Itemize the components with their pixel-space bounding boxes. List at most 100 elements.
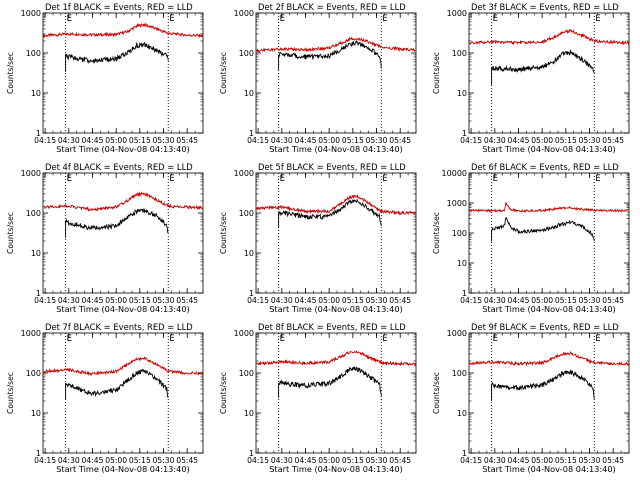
x-tick-label: 04:45 [82, 456, 104, 465]
series-line-events [65, 41, 169, 72]
y-axis-label: Counts/sec [6, 372, 15, 414]
x-tick-label: 04:15 [247, 136, 269, 145]
panel-det-1: Det 1f BLACK = Events, RED = LLD 1 10 100 10… [6, 2, 204, 154]
x-tick-label: 04:45 [295, 136, 317, 145]
y-tick-label: 10 [31, 249, 41, 258]
y-tick-label: 100 [26, 369, 41, 378]
x-tick-label: 05:30 [153, 296, 175, 305]
x-tick-label: 05:15 [342, 456, 364, 465]
y-tick-label: 1 [462, 449, 467, 458]
x-tick-label: 05:30 [366, 296, 388, 305]
e-marker: E [169, 174, 174, 184]
y-tick-label: 1000 [234, 329, 254, 338]
panel-title: Det 8f BLACK = Events, RED = LLD [258, 322, 406, 332]
x-tick-label: 05:45 [176, 456, 198, 465]
x-tick-label: 04:45 [295, 456, 317, 465]
x-tick-label: 05:45 [176, 136, 198, 145]
x-tick-label: 05:00 [531, 136, 553, 145]
panel-det-5: Det 5f BLACK = Events, RED = LLD 1 10 100 10… [219, 162, 417, 314]
x-tick-label: 04:30 [58, 296, 80, 305]
y-tick-label: 100 [26, 49, 41, 58]
y-tick-label: 1 [249, 129, 254, 138]
x-tick-label: 04:45 [82, 296, 104, 305]
y-tick-label: 1 [249, 289, 254, 298]
x-tick-label: 05:45 [602, 136, 624, 145]
plot-frame [42, 12, 204, 134]
panel-title: Det 7f BLACK = Events, RED = LLD [45, 322, 193, 332]
y-axis-label: Counts/sec [432, 52, 441, 94]
e-marker: E [493, 174, 498, 184]
x-tick-label: 05:00 [105, 136, 127, 145]
y-tick-label: 1000 [21, 9, 41, 18]
x-tick-label: 05:30 [579, 456, 601, 465]
y-tick-label: 1 [36, 129, 41, 138]
series-line-events [65, 208, 169, 238]
x-axis-label: Start Time (04-Nov-08 04:13:40) [269, 144, 403, 154]
x-axis-label: Start Time (04-Nov-08 04:13:40) [56, 464, 190, 474]
e-marker: E [595, 14, 600, 24]
panel-det-9: Det 9f BLACK = Events, RED = LLD 1 10 100 10… [432, 322, 630, 474]
x-tick-label: 05:45 [602, 296, 624, 305]
series-line-events [278, 198, 382, 229]
y-tick-label: 10000 [442, 169, 467, 178]
y-tick-label: 100 [452, 49, 467, 58]
x-tick-label: 04:30 [271, 296, 293, 305]
series-line-lld [43, 22, 204, 39]
y-tick-label: 100 [239, 49, 254, 58]
plot-frame [468, 172, 630, 294]
x-tick-label: 05:30 [153, 136, 175, 145]
x-tick-label: 05:00 [318, 136, 340, 145]
x-tick-label: 05:15 [129, 296, 151, 305]
e-marker: E [67, 14, 72, 24]
plot-frame [42, 172, 204, 294]
y-tick-label: 1 [249, 449, 254, 458]
x-tick-label: 04:30 [271, 456, 293, 465]
x-tick-label: 04:30 [484, 456, 506, 465]
y-tick-label: 10 [244, 89, 254, 98]
panel-title: Det 6f BLACK = Events, RED = LLD [471, 162, 619, 172]
y-axis-label: Counts/sec [432, 372, 441, 414]
x-tick-label: 05:15 [129, 456, 151, 465]
x-axis-label: Start Time (04-Nov-08 04:13:40) [269, 304, 403, 314]
e-marker: E [595, 174, 600, 184]
y-tick-label: 1000 [21, 169, 41, 178]
y-tick-label: 100 [452, 229, 467, 238]
e-marker: E [280, 334, 285, 344]
series-line-events [65, 368, 169, 400]
y-tick-label: 10 [457, 409, 467, 418]
plot-frame [42, 332, 204, 454]
x-axis-label: Start Time (04-Nov-08 04:13:40) [56, 144, 190, 154]
x-tick-label: 05:45 [389, 456, 411, 465]
x-tick-label: 05:00 [105, 296, 127, 305]
panel-title: Det 1f BLACK = Events, RED = LLD [45, 2, 193, 12]
y-axis-label: Counts/sec [432, 212, 441, 254]
x-tick-label: 05:00 [105, 456, 127, 465]
y-tick-label: 100 [26, 209, 41, 218]
x-tick-label: 05:00 [531, 456, 553, 465]
x-tick-label: 04:15 [34, 296, 56, 305]
x-tick-label: 04:45 [508, 136, 530, 145]
x-tick-label: 05:15 [555, 296, 577, 305]
y-axis-label: Counts/sec [6, 212, 15, 254]
series-line-lld [43, 191, 204, 212]
x-axis-label: Start Time (04-Nov-08 04:13:40) [482, 464, 616, 474]
x-tick-label: 04:15 [460, 136, 482, 145]
e-marker: E [280, 14, 285, 24]
x-tick-label: 04:15 [34, 136, 56, 145]
x-tick-label: 05:00 [318, 456, 340, 465]
y-tick-label: 1000 [234, 9, 254, 18]
x-tick-label: 04:45 [508, 456, 530, 465]
panel-title: Det 9f BLACK = Events, RED = LLD [471, 322, 619, 332]
series-line-lld [256, 194, 417, 216]
panel-det-8: Det 8f BLACK = Events, RED = LLD 1 10 100 10… [219, 322, 417, 474]
x-tick-label: 05:45 [389, 136, 411, 145]
series-line-events [491, 49, 595, 85]
e-marker: E [67, 174, 72, 184]
y-tick-label: 100 [239, 369, 254, 378]
x-tick-label: 04:45 [82, 136, 104, 145]
y-tick-label: 1 [36, 449, 41, 458]
y-tick-label: 1000 [21, 329, 41, 338]
y-tick-label: 1 [462, 289, 467, 298]
y-tick-label: 10 [457, 89, 467, 98]
